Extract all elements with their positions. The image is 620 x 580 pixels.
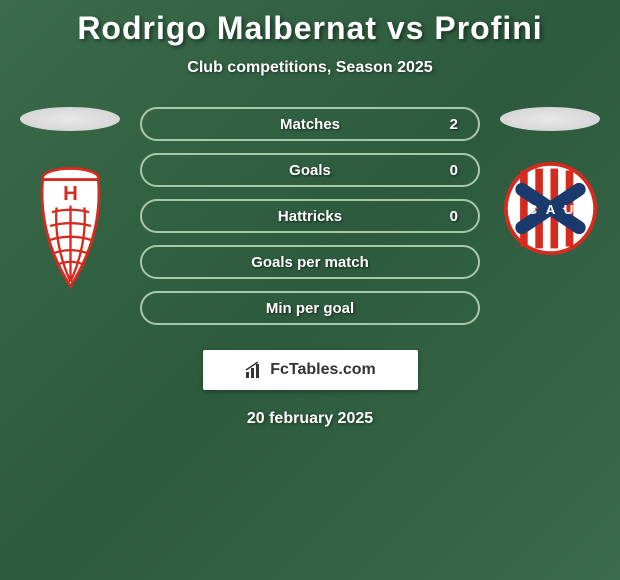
union-crest-icon: C A U [503, 161, 598, 256]
branding-badge: FcTables.com [203, 350, 418, 390]
stats-column: Matches 2 Goals 0 Hattricks 0 Goals per … [140, 107, 480, 325]
player-right-avatar [500, 107, 600, 131]
svg-text:U: U [563, 202, 573, 217]
chart-icon [244, 360, 264, 380]
stat-label: Goals [289, 162, 331, 179]
stat-label: Min per goal [266, 300, 354, 317]
stat-label: Goals per match [251, 254, 369, 271]
date-footer: 20 february 2025 [0, 410, 620, 428]
stat-matches: Matches 2 [140, 107, 480, 141]
comparison-container: H Matches 2 Goals 0 Hattricks 0 Goals pe… [0, 107, 620, 325]
stat-value: 0 [450, 162, 458, 179]
stat-value: 0 [450, 208, 458, 225]
stat-goals: Goals 0 [140, 153, 480, 187]
brand-text: FcTables.com [270, 361, 376, 379]
svg-text:C: C [527, 202, 537, 217]
page-title: Rodrigo Malbernat vs Profini [0, 0, 620, 47]
player-left-avatar [20, 107, 120, 131]
stat-value: 2 [450, 116, 458, 133]
subtitle: Club competitions, Season 2025 [0, 59, 620, 77]
stat-label: Hattricks [278, 208, 342, 225]
stat-label: Matches [280, 116, 340, 133]
huracan-crest-icon: H [23, 161, 118, 291]
svg-text:H: H [63, 183, 78, 205]
stat-hattricks: Hattricks 0 [140, 199, 480, 233]
player-left-column: H [15, 107, 125, 291]
player-right-column: C A U [495, 107, 605, 256]
stat-min-per-goal: Min per goal [140, 291, 480, 325]
svg-text:A: A [545, 202, 555, 217]
stat-goals-per-match: Goals per match [140, 245, 480, 279]
